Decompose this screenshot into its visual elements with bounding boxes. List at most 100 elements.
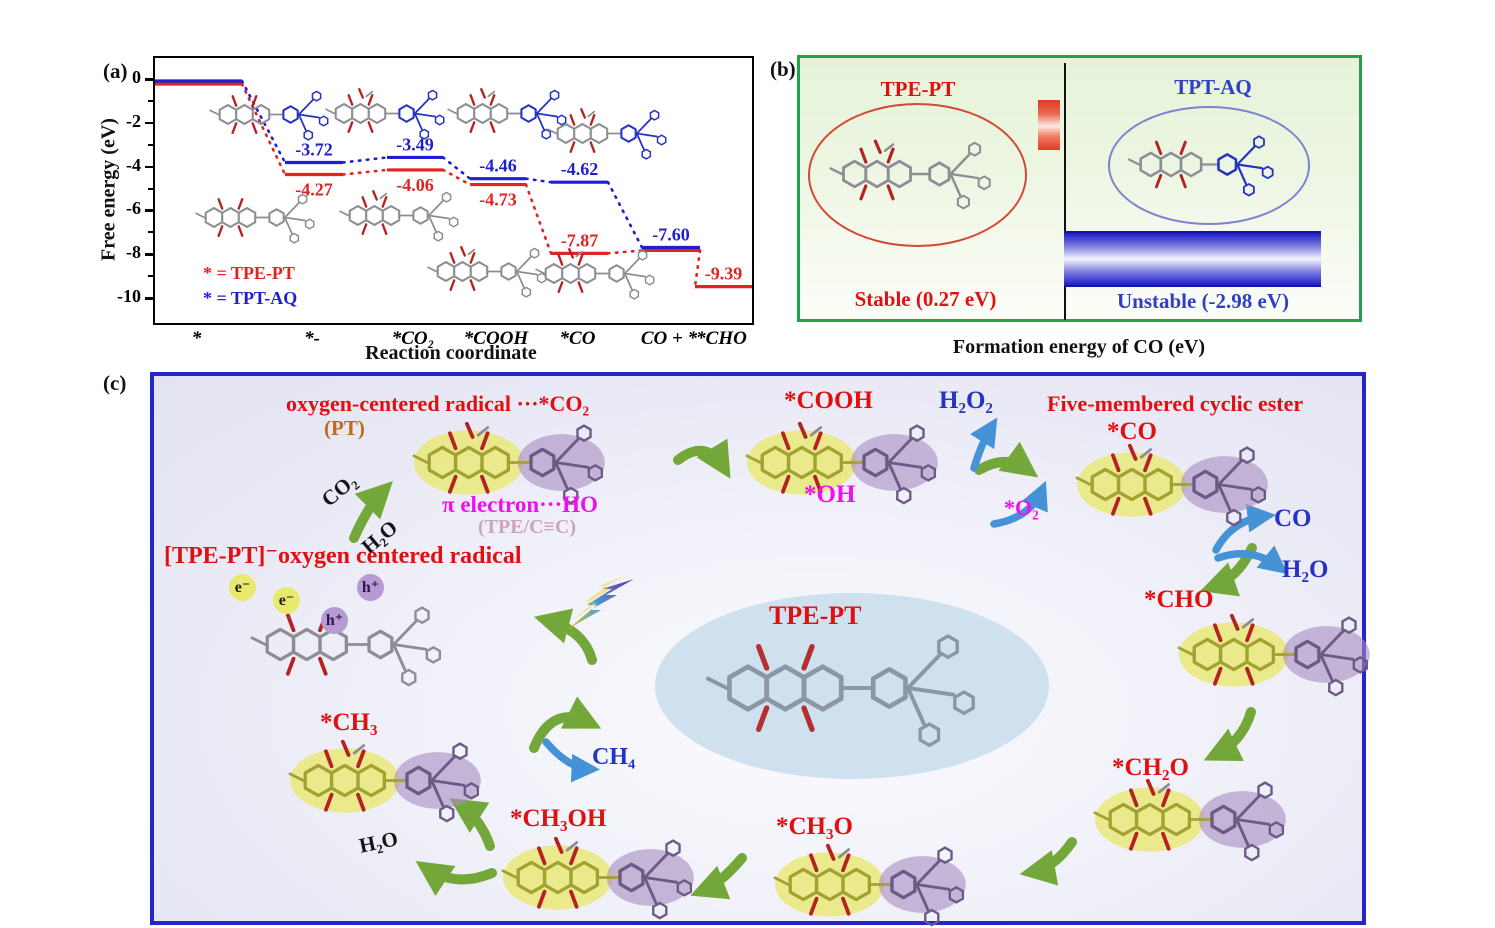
blue-energy-bar [1064,231,1321,287]
panel-a-tag: (a) [103,59,128,83]
connector-TPT-AQ [240,79,287,164]
y-tick-mark [145,253,153,256]
panel-c-tag: (c) [103,371,127,395]
connector-TPE-PT [606,249,644,255]
label-ch3o: *CH₃O [776,813,853,840]
lightning-bolt-icon [568,579,634,629]
y-tick-mark [145,165,153,169]
molecule-tpe-pt-inset [427,246,547,298]
connector-TPT-AQ [524,177,553,184]
label-ch3oh: *CH₃OH [510,805,607,832]
y-tick-label: -4 [126,154,141,175]
panel-c-catalytic-cycle: e⁻ e⁻ h⁺ h⁺ oxygen-centered radical ···*… [150,372,1370,927]
y-minor-tick [148,143,153,146]
energy-level-label: -4.27 [295,180,333,200]
label-oxygen-centered-radical-co2: oxygen-centered radical ···*CO₂ [286,391,590,416]
molecule-ch3oh-intermediate [501,836,694,920]
connector-TPT-AQ [341,156,389,164]
y-tick-label: -10 [117,286,141,306]
legend-entry-tpt-aq: * = TPT-AQ [203,288,298,308]
energy-level-label: -7.87 [561,230,599,250]
panel-a-free-energy-diagram: (a) Free energy (eV) -4.27 -4.06 -4.73 -7.8… [95,40,780,380]
label-pt: (PT) [324,416,365,440]
label-h2o-gas: H₂O [1282,556,1329,583]
label-tpe-cc: (TPE/C≡C) [478,516,577,538]
electron-badge: e⁻ [229,574,256,601]
molecule-tpe-pt-central [706,634,975,748]
hole-badge: h⁺ [357,574,384,601]
connector-TPE-PT [240,82,287,176]
y-tick-label: -2 [126,110,141,131]
connector-TPE-PT [341,168,389,176]
molecule-cyclic-ester-co [1075,443,1268,527]
molecule-tpt-aq-inset [547,108,667,160]
energy-level-label: -4.06 [396,175,434,195]
x-category-label: *COOH [463,328,529,349]
x-axis-title: Reaction coordinate [365,342,537,364]
energy-level-label: -3.72 [295,139,333,159]
panel-b-tag: (b) [770,57,796,81]
tpt-aq-ellipse [1108,106,1310,225]
energy-level-label: -4.62 [561,159,599,179]
molecule-tpt-aq-inset [325,88,445,140]
x-category-label: CO + * [640,328,698,349]
comparison-box: TPE-PT TPT-AQ Stable (0.27 eV) Unstable … [797,55,1362,322]
y-tick-label: -8 [126,242,141,263]
label-co-gas: CO [1274,505,1312,532]
connector-TPE-PT [693,249,702,288]
x-category-label: *CHO [696,328,747,349]
energy-level-label: -4.46 [479,156,517,176]
molecule-tpe-pt-radical [250,606,442,687]
molecule-cho-intermediate [1177,613,1370,697]
molecule-cooh-intermediate [745,421,938,505]
molecule-radical-co2-complex [412,421,605,505]
energy-level-label: -7.60 [652,224,690,244]
divider-line [1064,63,1066,320]
label-o2: *O₂ [1004,495,1039,520]
label-tpe-pt-radical: [TPE-PT]⁻oxygen centered radical [164,543,522,569]
red-energy-bar [1038,100,1060,150]
molecule-tpe-pt-inset [339,190,459,242]
label-oh: *OH [804,481,856,508]
panel-b-co-formation-energy: (b) TPE-PT TPT-AQ Stable (0.27 eV) Unsta… [770,45,1410,380]
label-co2-input: CO₂ [316,468,362,512]
y-tick-label: -6 [126,198,141,219]
y-minor-tick [148,275,153,278]
y-minor-tick [148,187,153,190]
x-category-label: * [191,328,202,349]
molecule-tpt-aq [1127,135,1274,197]
energy-level-label: -9.39 [705,264,743,284]
x-category-label: *- [304,328,320,349]
molecule-tpe-pt-inset [195,193,315,244]
label-co-adsorbed: *CO [1107,418,1157,445]
molecule-ch3-intermediate [288,739,481,823]
molecule-tpt-aq-inset [209,90,329,141]
label-h2o-output: H₂O [356,826,401,858]
molecule-ch3o-intermediate [773,843,966,927]
y-minor-tick [148,99,153,102]
connector-TPE-PT [441,168,472,186]
y-axis-title: Free energy (eV) [97,118,120,261]
legend-entry-tpe-pt: * = TPE-PT [203,263,295,283]
label-ch4: CH₄ [592,744,636,770]
label-h2o2: H₂O₂ [939,387,993,414]
label-cho: *CHO [1144,586,1214,613]
y-tick-mark [145,78,153,81]
energy-level-label: -4.73 [479,190,517,210]
x-category-label: *CO [559,328,596,349]
molecule-tpe-pt-inset [535,248,655,300]
y-tick-mark [145,209,153,212]
y-tick-mark [145,297,153,300]
x-category-label: *CO₂ [391,328,435,349]
label-cooh: *COOH [784,387,873,414]
label-five-membered-ester: Five-membered cyclic ester [1047,391,1304,416]
tpe-pt-title: TPE-PT [880,77,956,101]
connector-TPT-AQ [606,180,644,249]
tpe-pt-ellipse [808,103,1027,247]
label-ch3: *CH₃ [320,709,378,736]
y-tick-mark [145,121,153,125]
tpt-aq-title: TPT-AQ [1174,75,1252,99]
y-minor-tick [148,231,153,234]
stable-status: Stable (0.27 eV) [854,287,997,311]
